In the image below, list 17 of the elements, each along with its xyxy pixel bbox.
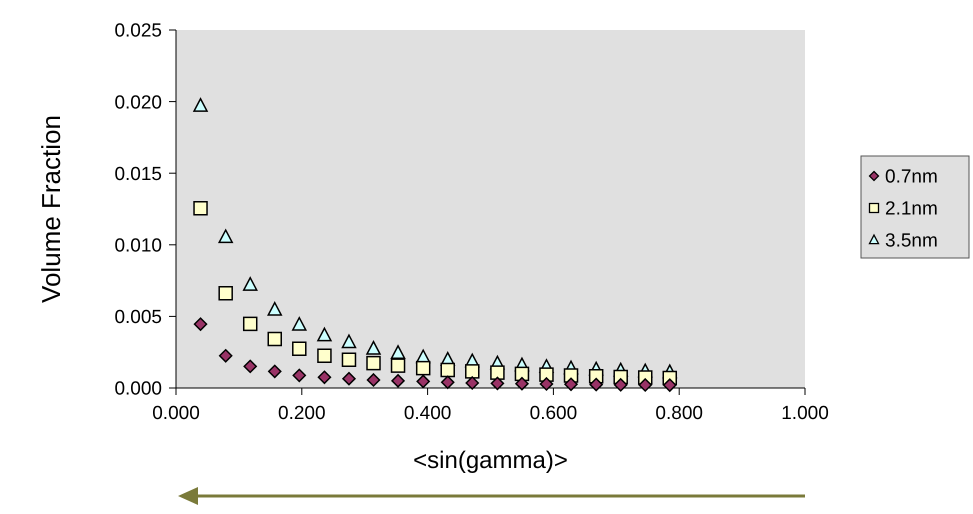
y-tick-label: 0.015 — [114, 164, 162, 185]
legend-label: 3.5nm — [885, 230, 938, 252]
x-tick-label: 0.600 — [530, 403, 578, 424]
legend-label: 2.1nm — [885, 198, 938, 220]
y-tick-label: 0.020 — [114, 92, 162, 114]
y-tick-label: 0.000 — [114, 378, 162, 400]
x-tick-label: 1.000 — [781, 403, 829, 424]
y-tick-label: 0.005 — [114, 307, 162, 328]
y-tick-label: 0.025 — [114, 20, 162, 42]
legend-label: 0.7nm — [885, 166, 938, 188]
x-axis-title: <sin(gamma)> — [413, 447, 568, 474]
x-tick-label: 0.200 — [278, 403, 326, 424]
x-tick-label: 0.000 — [152, 403, 200, 424]
y-axis-title: Volume Fraction — [36, 115, 66, 303]
x-tick-label: 0.800 — [655, 403, 703, 424]
y-tick-label: 0.010 — [114, 235, 162, 256]
x-tick-label: 0.400 — [404, 403, 452, 424]
